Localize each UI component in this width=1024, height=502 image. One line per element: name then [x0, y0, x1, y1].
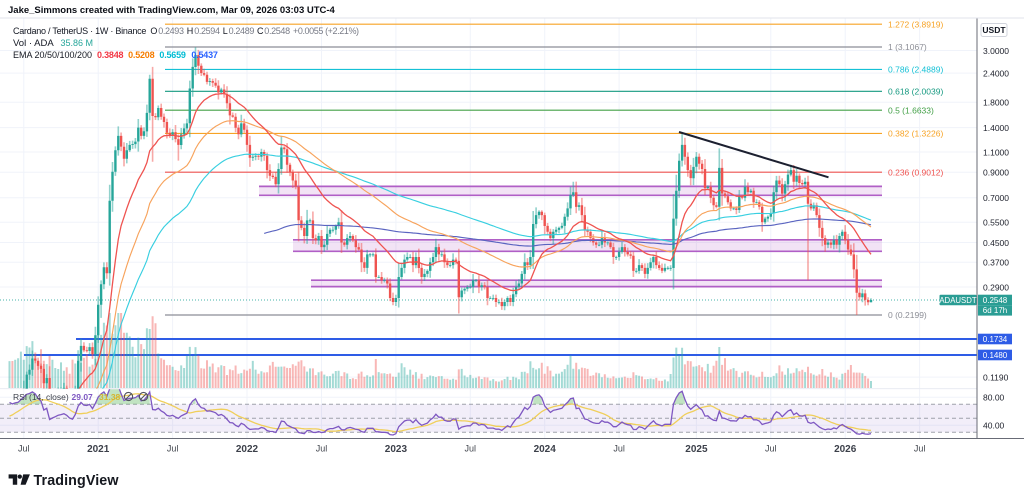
- svg-text:3.0000: 3.0000: [983, 46, 1009, 56]
- svg-text:0.786 (2.4889): 0.786 (2.4889): [888, 65, 943, 75]
- svg-text:0.1190: 0.1190: [983, 372, 1009, 382]
- svg-text:6d 17h: 6d 17h: [983, 306, 1007, 315]
- svg-text:2023: 2023: [385, 444, 408, 455]
- svg-text:0.2489: 0.2489: [229, 26, 255, 36]
- svg-text:O: O: [150, 26, 157, 36]
- svg-text:L: L: [223, 26, 228, 36]
- svg-text:0.2493: 0.2493: [158, 26, 184, 36]
- svg-text:0.3700: 0.3700: [983, 258, 1009, 268]
- svg-text:2025: 2025: [685, 444, 708, 455]
- svg-text:RSI: RSI: [13, 392, 27, 402]
- svg-text:Jul: Jul: [914, 444, 926, 454]
- svg-text:0.5208: 0.5208: [128, 50, 155, 60]
- svg-text:2.4000: 2.4000: [983, 68, 1009, 78]
- svg-text:35.86 M: 35.86 M: [61, 38, 94, 48]
- svg-text:0.9000: 0.9000: [983, 168, 1009, 178]
- svg-text:0.236 (0.9012): 0.236 (0.9012): [888, 167, 943, 177]
- svg-text:0.2548: 0.2548: [983, 296, 1008, 305]
- svg-text:EMA 20/50/100/200: EMA 20/50/100/200: [13, 50, 92, 60]
- svg-text:80.00: 80.00: [983, 393, 1005, 403]
- svg-text:Jul: Jul: [613, 444, 625, 454]
- svg-text:0.5 (1.6633): 0.5 (1.6633): [888, 105, 934, 115]
- svg-text:USDT: USDT: [982, 25, 1006, 35]
- svg-text:0.2548: 0.2548: [264, 26, 290, 36]
- svg-text:Vol · ADA: Vol · ADA: [13, 38, 54, 49]
- svg-text:0.2900: 0.2900: [983, 282, 1009, 292]
- svg-text:1.4000: 1.4000: [983, 123, 1009, 133]
- svg-text:0.5659: 0.5659: [159, 50, 186, 60]
- svg-text:0.4500: 0.4500: [983, 238, 1009, 248]
- svg-text:Jul: Jul: [18, 444, 30, 454]
- svg-text:Jul: Jul: [316, 444, 328, 454]
- svg-text:0.1480: 0.1480: [983, 351, 1008, 360]
- svg-text:2026: 2026: [834, 444, 857, 455]
- svg-text:0 (0.2199): 0 (0.2199): [888, 310, 927, 320]
- svg-text:0.1734: 0.1734: [983, 335, 1008, 344]
- svg-text:ADAUSDT: ADAUSDT: [939, 296, 976, 305]
- svg-text:0.382 (1.3226): 0.382 (1.3226): [888, 129, 943, 139]
- svg-text:40.00: 40.00: [983, 421, 1005, 431]
- svg-text:0.2594: 0.2594: [194, 26, 220, 36]
- svg-text:31.38: 31.38: [99, 392, 121, 402]
- svg-text:H: H: [187, 26, 194, 36]
- svg-text:1.8000: 1.8000: [983, 98, 1009, 108]
- svg-text:Jake_Simmons created with Trad: Jake_Simmons created with TradingView.co…: [8, 5, 336, 16]
- svg-text:+0.0055 (+2.21%): +0.0055 (+2.21%): [293, 26, 359, 36]
- svg-text:Cardano / TetherUS · 1W · Bina: Cardano / TetherUS · 1W · Binance: [13, 26, 146, 36]
- svg-text:1.1000: 1.1000: [983, 147, 1009, 157]
- svg-text:0.618 (2.0039): 0.618 (2.0039): [888, 87, 943, 97]
- svg-text:0.3848: 0.3848: [97, 50, 124, 60]
- svg-text:0.7000: 0.7000: [983, 193, 1009, 203]
- svg-text:C: C: [257, 26, 264, 36]
- svg-text:2021: 2021: [87, 444, 110, 455]
- svg-text:0.5437: 0.5437: [191, 50, 218, 60]
- svg-text:TradingView: TradingView: [34, 473, 120, 489]
- svg-text:Jul: Jul: [465, 444, 477, 454]
- svg-text:Jul: Jul: [167, 444, 179, 454]
- svg-text:2022: 2022: [236, 444, 259, 455]
- svg-text:1 (3.1067): 1 (3.1067): [888, 42, 927, 52]
- svg-text:29.07: 29.07: [72, 392, 94, 402]
- svg-text:1.272 (3.8919): 1.272 (3.8919): [888, 19, 943, 29]
- svg-text:2024: 2024: [534, 444, 557, 455]
- svg-text:(14, close): (14, close): [29, 392, 69, 402]
- svg-text:0.5500: 0.5500: [983, 218, 1009, 228]
- svg-text:Jul: Jul: [765, 444, 777, 454]
